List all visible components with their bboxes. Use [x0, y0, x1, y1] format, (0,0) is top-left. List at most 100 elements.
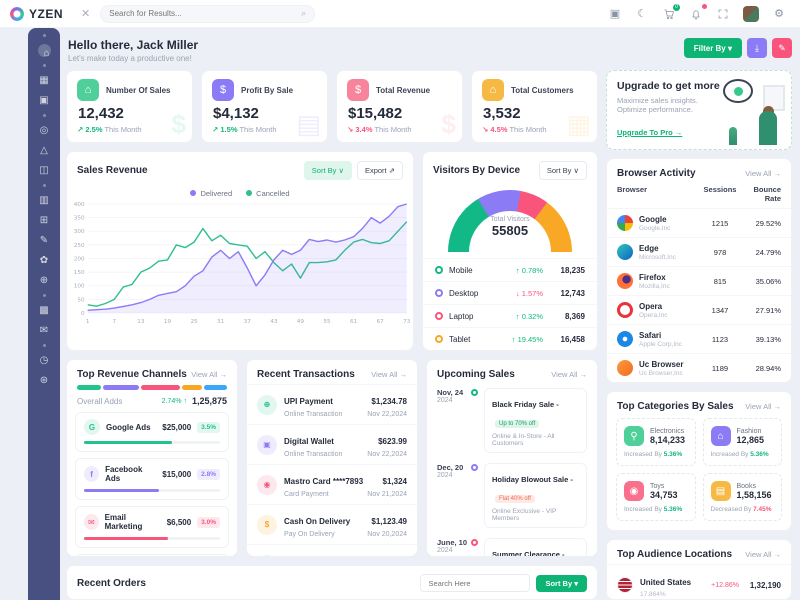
device-row-laptop[interactable]: Laptop ↑ 0.32% 8,369: [423, 304, 597, 327]
visitors-by-device-panel: Visitors By Device Sort By ∨ Total Visit…: [422, 151, 598, 351]
browser-row[interactable]: Safari Apple Corp,Inc 1123 39.13%: [607, 324, 791, 353]
view-all-link[interactable]: View All →: [745, 550, 781, 559]
upcoming-sale-row[interactable]: Nov, 24 2024 Black Friday Sale -Up to 70%…: [427, 384, 597, 459]
filter-by-button[interactable]: Filter By ▾: [683, 38, 742, 58]
channel-row-email-marketing[interactable]: ✉ Email Marketing $6,500 3.0%: [75, 506, 229, 548]
location-row[interactable]: United States 17.864% +12.86% 1,32,190: [607, 564, 791, 599]
recent-transactions-panel: Recent Transactions View All → ⊕ UPI Pay…: [246, 359, 418, 557]
user-avatar[interactable]: [743, 5, 759, 22]
channel-row-facebook-ads[interactable]: f Facebook Ads $15,000 2.8%: [75, 458, 229, 500]
sidebar-item-users[interactable]: ◎: [39, 125, 49, 136]
settings-icon[interactable]: ⚙: [774, 8, 784, 20]
sales-revenue-panel: Sales Revenue Sort By ∨ Export ⇗ Deliver…: [66, 151, 414, 351]
sidebar-item-email[interactable]: ✉: [39, 325, 49, 336]
transaction-row[interactable]: ▣ Digital Wallet Online Transaction $623.…: [247, 424, 417, 464]
transaction-row[interactable]: ◉ Mastro Card ****7893 Card Payment $1,32…: [247, 464, 417, 504]
view-all-link[interactable]: View All →: [371, 370, 407, 379]
device-row-mobile[interactable]: Mobile ↑ 0.78% 18,235: [423, 258, 597, 281]
cart-icon[interactable]: 0: [662, 3, 680, 21]
svg-text:250: 250: [74, 243, 85, 249]
customers-icon: ⌂: [482, 79, 504, 101]
stat-card-number-of-sales: ⌂ Number Of Sales 12,432 ↗ 2.5% This Mon…: [66, 70, 193, 143]
channel-row-google-ads[interactable]: G Google Ads $25,000 3.5%: [75, 412, 229, 452]
apps-icon[interactable]: ▣: [609, 8, 621, 20]
upi-icon: ⊕: [257, 554, 277, 556]
upcoming-sale-row[interactable]: Dec, 20 2024 Holiday Blowout Sale -Flat 4…: [427, 459, 597, 534]
fullscreen-icon[interactable]: [716, 7, 730, 21]
column-sessions: Sessions: [703, 185, 737, 194]
transaction-row[interactable]: $ Cash On Delivery Pay On Delivery $1,123…: [247, 504, 417, 544]
sidebar-item-cards[interactable]: ▥: [39, 195, 49, 206]
global-search[interactable]: ⌕: [100, 4, 316, 23]
overall-adds-label: Overall Adds: [77, 396, 123, 406]
sidebar-item-pages[interactable]: ◫: [39, 165, 49, 176]
browser-row[interactable]: Firefox Mozilla,Inc 815 35.06%: [607, 266, 791, 295]
column-ordered-date: Ordered Date: [185, 598, 254, 599]
sidebar-item-products[interactable]: ▣: [39, 95, 49, 106]
panel-title: Recent Transactions: [257, 369, 355, 380]
sidebar-item-tables[interactable]: ⊞: [39, 215, 49, 226]
sidebar-item-media[interactable]: ▩: [39, 305, 49, 316]
close-icon[interactable]: ✕: [81, 8, 91, 20]
upgrade-to-pro-link[interactable]: Upgrade To Pro →: [617, 128, 683, 137]
device-row-tablet[interactable]: Tablet ↑ 19.45% 16,458: [423, 327, 597, 350]
svg-text:19: 19: [164, 319, 172, 325]
stat-cards-row: ⌂ Number Of Sales 12,432 ↗ 2.5% This Mon…: [66, 70, 598, 143]
stat-change: ↘ 4.5%: [482, 125, 508, 134]
stat-period: This Month: [239, 125, 277, 134]
visitors-gauge-chart: Total Visitors 55805: [448, 190, 572, 252]
uc-browser-icon: [617, 360, 633, 376]
safari-icon: [617, 331, 633, 347]
orders-search-input[interactable]: [420, 574, 531, 592]
category-card-electronics[interactable]: ⚲ Electronics 8,14,233 Increased By 5.36%: [616, 418, 696, 466]
view-all-link[interactable]: View All →: [191, 370, 227, 379]
panel-title: Browser Activity: [617, 168, 696, 179]
sidebar-item-globe[interactable]: ⊕: [39, 275, 49, 286]
sidebar-item-history[interactable]: ◷: [39, 355, 49, 366]
edit-button[interactable]: ✎: [772, 38, 792, 58]
sort-by-button[interactable]: Sort By ∨: [303, 161, 352, 180]
svg-text:150: 150: [74, 270, 85, 276]
category-card-fashion[interactable]: ⌂ Fashion 12,865 Increased By 5.36%: [702, 418, 782, 466]
svg-text:100: 100: [74, 284, 85, 290]
device-row-desktop[interactable]: Desktop ↓ 1.57% 12,743: [423, 281, 597, 304]
svg-text:13: 13: [137, 319, 145, 325]
cart-badge: 0: [673, 3, 680, 11]
browser-row[interactable]: Uc Browser Uc Browser,Inc 1189 28.94%: [607, 353, 791, 382]
desktop-dot-icon: [435, 289, 443, 297]
app-logo[interactable]: YZEN: [10, 6, 63, 21]
timeline-dot-icon: [471, 389, 478, 396]
channel-row-referral-traffic[interactable]: ➤ Referral Traffic $4,000 2.5%: [75, 554, 229, 556]
browser-row[interactable]: Opera Opera,Inc 1347 27.91%: [607, 295, 791, 324]
category-card-toys[interactable]: ◉ Toys 34,753 Increased By 5.36%: [616, 473, 696, 521]
view-all-link[interactable]: View All →: [745, 402, 781, 411]
svg-text:300: 300: [74, 229, 85, 235]
sidebar-item-browser[interactable]: ⊛: [39, 375, 49, 386]
sidebar-item-apps[interactable]: ▦: [39, 75, 49, 86]
orders-sort-button[interactable]: Sort By ▾: [536, 574, 587, 592]
browser-row[interactable]: Google Google,Inc 1215 29.52%: [607, 208, 791, 237]
notifications-icon[interactable]: [689, 3, 707, 21]
top-bar: YZEN ✕ ⌕ ▣ ☾ 0 ⚙: [0, 0, 800, 28]
sidebar-item-edit[interactable]: ✎: [39, 235, 49, 246]
category-card-books[interactable]: ▤ Books 1,58,156 Decreased By 7.45%: [702, 473, 782, 521]
sidebar-item-cloud[interactable]: △: [40, 145, 48, 156]
svg-text:400: 400: [74, 202, 85, 208]
dark-mode-icon[interactable]: ☾: [637, 8, 647, 20]
sort-by-button[interactable]: Sort By ∨: [538, 161, 587, 180]
view-all-link[interactable]: View All →: [551, 370, 587, 379]
search-input[interactable]: [109, 9, 296, 18]
opera-icon: [617, 302, 633, 318]
export-button[interactable]: Export ⇗: [356, 161, 403, 180]
svg-text:37: 37: [244, 319, 252, 325]
sidebar-item-components[interactable]: ✿: [39, 255, 49, 266]
download-button[interactable]: ⤓: [747, 38, 767, 58]
view-all-link[interactable]: View All →: [745, 169, 781, 178]
page-greeting-subtitle: Let's make today a productive one!: [68, 54, 192, 63]
upgrade-illustration: [723, 79, 785, 145]
browser-row[interactable]: Edge Microsoft,Inc 978 24.79%: [607, 237, 791, 266]
sidebar-item-home[interactable]: ⌂: [37, 44, 51, 59]
